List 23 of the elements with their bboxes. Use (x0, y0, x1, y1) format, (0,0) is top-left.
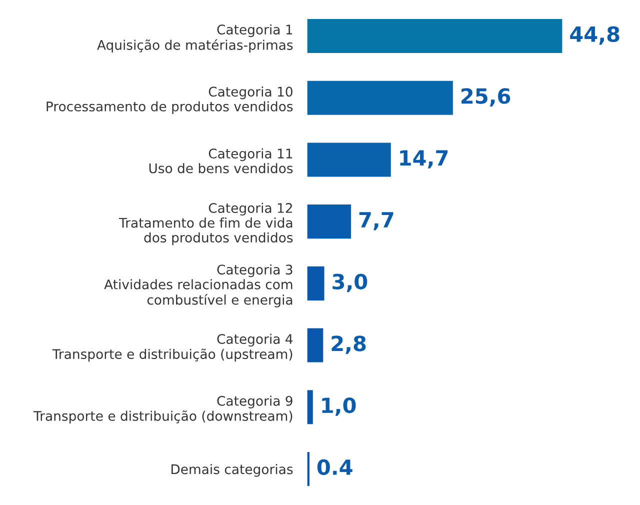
bar (307, 266, 324, 300)
bar (307, 80, 453, 115)
y-tick-label: Categoria 11 Uso de bens vendidos (149, 148, 293, 174)
y-tick-label: Categoria 4 Transporte e distribuição (upstream) (52, 334, 293, 362)
bar (307, 390, 313, 424)
data-label: 3,0 (332, 274, 368, 292)
data-label: 2,8 (332, 336, 366, 354)
data-label: 44,8 (570, 26, 620, 45)
data-label: 25,6 (462, 88, 510, 107)
data-label: 1,0 (322, 397, 356, 416)
y-tick-label: Categoria 9 Transporte e distribuição (downstream) (33, 396, 292, 424)
bar (307, 328, 324, 362)
y-tick-label: Categoria 1 Aquisição de matérias-primas (97, 24, 293, 52)
y-tick-label: Demais categorias (172, 464, 293, 477)
bar (307, 18, 562, 53)
y-tick-label: Categoria 10 Processamento de produtos vendidos (46, 86, 293, 114)
data-label: 7,7 (359, 212, 394, 230)
data-label: 14,7 (400, 150, 448, 168)
bar (307, 204, 352, 239)
data-label: 0.4 (317, 459, 352, 476)
bar (307, 142, 391, 177)
y-tick-label: Categoria 12 Tratamento de fim de vida dos produtos vendidos (118, 202, 293, 246)
y-tick-label: Categoria 3 Atividades relacionadas com combustível e energia (104, 264, 292, 308)
